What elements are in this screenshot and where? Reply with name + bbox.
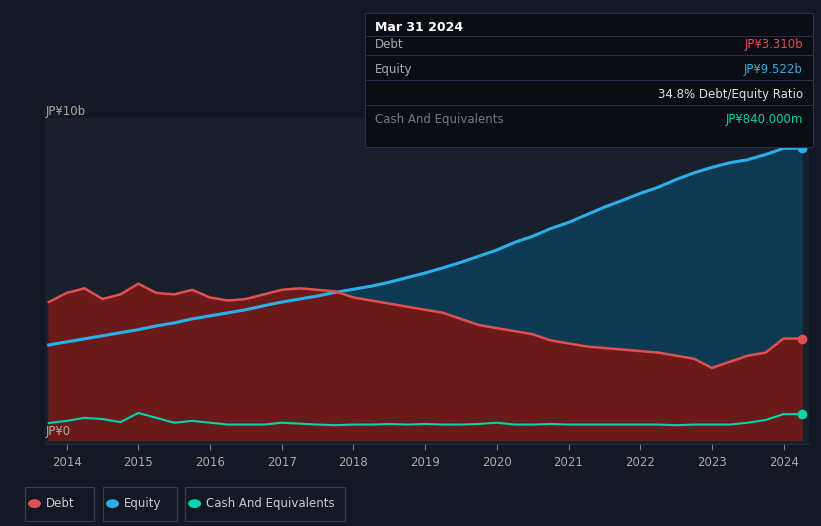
Text: Cash And Equivalents: Cash And Equivalents [375,113,504,126]
Text: 34.8% Debt/Equity Ratio: 34.8% Debt/Equity Ratio [658,88,803,101]
Text: Debt: Debt [375,38,404,52]
Text: Cash And Equivalents: Cash And Equivalents [206,497,335,510]
Text: Mar 31 2024: Mar 31 2024 [375,21,463,34]
Text: Equity: Equity [124,497,162,510]
Text: Equity: Equity [375,63,413,76]
Text: JP¥840.000m: JP¥840.000m [726,113,803,126]
Text: JP¥3.310b: JP¥3.310b [745,38,803,52]
Text: JP¥9.522b: JP¥9.522b [744,63,803,76]
Text: JP¥10b: JP¥10b [45,105,85,118]
Text: Debt: Debt [46,497,75,510]
Text: JP¥0: JP¥0 [45,425,71,438]
